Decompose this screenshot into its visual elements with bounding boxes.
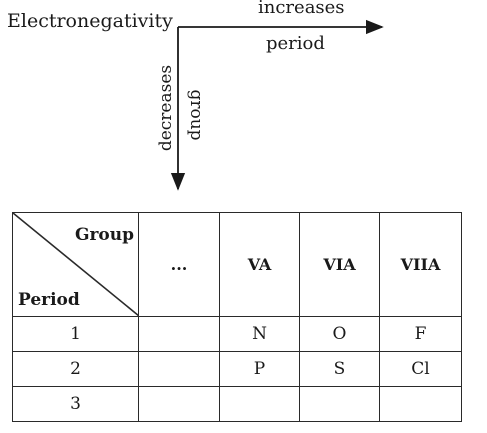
element-cell: N <box>219 316 300 352</box>
table-row: 1 N O F <box>12 316 462 352</box>
diagram-title: Electronegativity <box>7 10 173 32</box>
period-cell: 1 <box>12 316 139 352</box>
element-cell <box>379 386 462 422</box>
table-row: 3 <box>12 386 462 422</box>
element-cell <box>138 351 220 387</box>
element-cell: F <box>379 316 462 352</box>
element-cell <box>299 386 380 422</box>
horizontal-label-period: period <box>266 33 325 54</box>
horizontal-label-increases: increases <box>258 0 345 18</box>
period-cell: 3 <box>12 386 139 422</box>
header-cell-viia: VIIA <box>379 212 462 317</box>
table-row: 2 P S Cl <box>12 351 462 387</box>
corner-label-group: Group <box>74 225 134 245</box>
corner-diagonal <box>13 213 139 316</box>
period-cell: 2 <box>12 351 139 387</box>
element-cell <box>138 316 220 352</box>
element-cell: O <box>299 316 380 352</box>
header-cell-via: VIA <box>299 212 380 317</box>
element-cell <box>219 386 300 422</box>
trend-arrows <box>170 19 384 191</box>
element-cell: P <box>219 351 300 387</box>
corner-label-period: Period <box>18 290 80 310</box>
element-cell <box>138 386 220 422</box>
corner-cell: Group Period <box>12 212 139 317</box>
element-cell: Cl <box>379 351 462 387</box>
element-cell: S <box>299 351 380 387</box>
header-row: Group Period ... VA VIA VIIA <box>12 212 462 317</box>
header-cell-ellipsis: ... <box>138 212 220 317</box>
periodic-table-excerpt: Group Period ... VA VIA VIIA 1 N O F 2 P… <box>12 212 462 422</box>
header-cell-va: VA <box>219 212 300 317</box>
